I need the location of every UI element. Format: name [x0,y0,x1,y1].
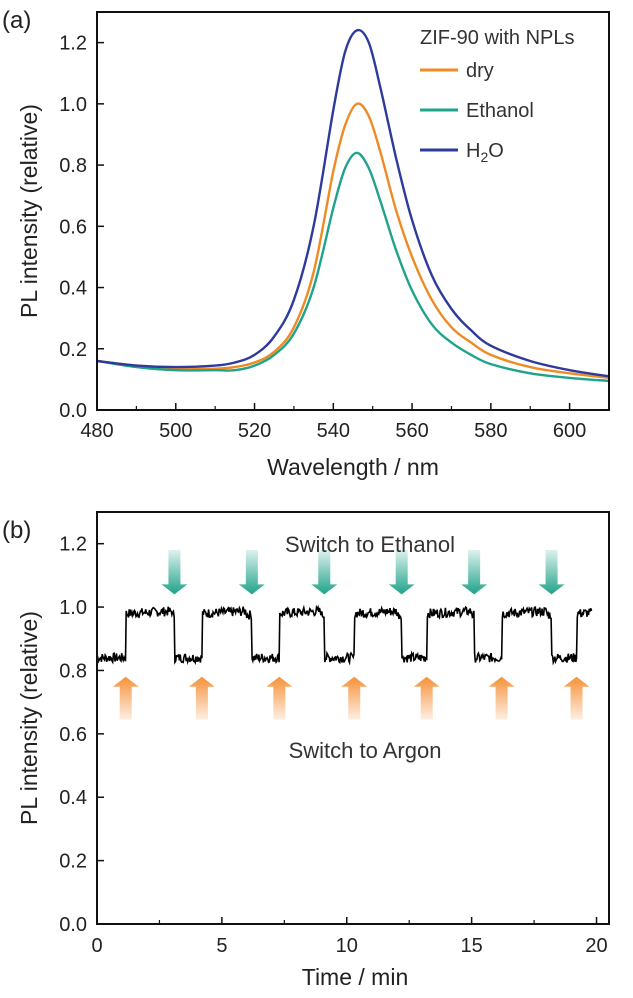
switching-x-axis-label: Time / min [302,964,409,990]
x-tick-label: 5 [216,935,227,957]
switching-y-axis-label: PL intensity (relative) [16,611,42,825]
x-tick-label: 560 [395,420,428,442]
legend-label-ethanol: Ethanol [466,100,534,122]
spectrum-plot-area [96,28,610,383]
x-tick-label: 580 [474,420,507,442]
spectrum-series-h2o [96,28,610,378]
y-tick-label: 0.0 [59,914,87,936]
y-tick-label: 0.2 [59,851,87,873]
switching-plot-area [96,604,593,666]
legend-title: ZIF-90 with NPLs [420,27,574,49]
spectrum-frame [96,11,610,411]
switching-panel: (b) 0 5 10 15 20 0.0 0.2 0.4 0.6 0.8 1.0 1.2 Switch… [2,511,610,990]
switch-to-ethanol-text: Switch to Ethanol [285,532,455,557]
switch-to-argon-arrow [413,676,440,720]
x-tick-label: 10 [336,935,358,957]
switching-ticks: 0 5 10 15 20 0.0 0.2 0.4 0.6 0.8 1.0 1.2 [59,534,607,957]
switch-to-argon-arrow [266,676,293,720]
switch-to-argon-arrow [341,676,368,720]
panel-b-label: (b) [2,517,31,544]
switch-to-ethanol-arrow [461,550,488,595]
switching-frame [96,511,610,925]
y-tick-label: 0.6 [59,216,87,238]
x-tick-label: 520 [238,420,271,442]
switch-to-argon-arrow [112,676,139,720]
y-tick-label: 1.0 [59,597,87,619]
spectrum-panel: (a) 480 500 520 540 560 580 600 0.0 0.2 0.4 0.6 0.8… [2,7,610,480]
switch-to-argon-arrow [488,676,515,720]
y-tick-label: 0.0 [59,400,87,422]
x-tick-label: 15 [461,935,483,957]
switching-trace [96,604,593,666]
y-tick-label: 0.8 [59,660,87,682]
y-tick-label: 1.0 [59,94,87,116]
switch-to-ethanol-arrow [311,550,338,595]
y-tick-label: 0.2 [59,339,87,361]
panel-a-label: (a) [2,7,31,34]
spectrum-y-axis-label: PL intensity (relative) [16,104,42,318]
x-tick-label: 500 [159,420,192,442]
switch-to-argon-arrow [563,676,590,720]
y-tick-label: 0.8 [59,155,87,177]
y-tick-label: 0.4 [59,787,87,809]
legend-label-dry: dry [466,60,494,82]
spectrum-x-axis-label: Wavelength / nm [267,454,439,480]
spectrum-series-dry [96,102,610,380]
x-tick-label: 0 [91,935,102,957]
x-tick-label: 540 [317,420,350,442]
y-tick-label: 1.2 [59,534,87,556]
y-tick-label: 1.2 [59,33,87,55]
switch-to-ethanol-arrow [538,550,565,595]
y-tick-label: 0.6 [59,724,87,746]
spectrum-ticks: 480 500 520 540 560 580 600 0.0 0.2 0.4 0.6 0.8 1.0 1… [59,33,586,442]
x-tick-label: 480 [80,420,113,442]
switching-arrows [112,550,590,720]
x-tick-label: 600 [553,420,586,442]
switch-to-argon-text: Switch to Argon [289,738,442,763]
switch-to-argon-arrow [188,676,215,720]
y-tick-label: 0.4 [59,278,87,300]
switch-to-ethanol-arrow [238,550,265,595]
switch-to-ethanol-arrow [388,550,415,595]
spectrum-series-ethanol [96,151,610,383]
legend-label-h2o: H2O [466,140,504,165]
x-tick-label: 20 [585,935,607,957]
spectrum-legend: ZIF-90 with NPLs dry Ethanol H2O [420,27,574,165]
switch-to-ethanol-arrow [161,550,188,595]
